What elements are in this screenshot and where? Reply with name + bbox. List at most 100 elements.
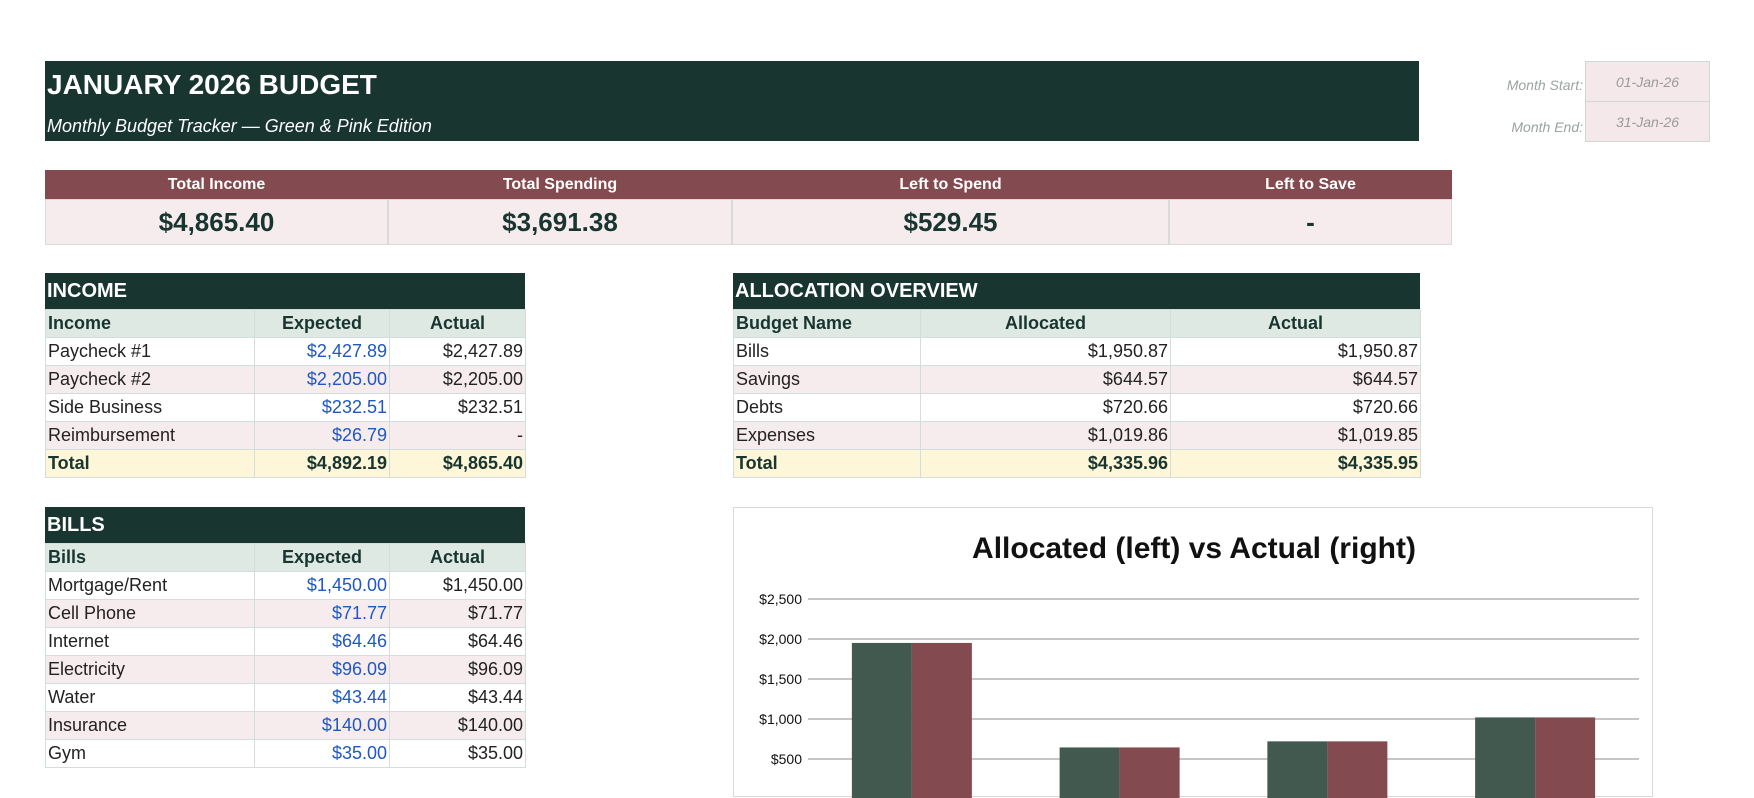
table-cell[interactable]: Cell Phone [45,599,255,628]
column-header: Actual [389,543,526,572]
table-cell[interactable]: - [389,421,526,450]
income-section: INCOME Income Expected Actual Paycheck #… [45,273,526,478]
table-cell[interactable]: $4,335.95 [1170,449,1421,478]
table-cell[interactable]: $64.46 [389,627,526,656]
y-tick-label: $500 [771,751,802,767]
summary-value[interactable]: $3,691.38 [388,199,732,245]
summary-left-to-save: Left to Save - [1169,170,1452,245]
y-tick-label: $2,000 [759,631,802,647]
month-start-label: Month Start: [1506,77,1583,93]
table-cell[interactable]: $4,892.19 [254,449,390,478]
table-cell[interactable]: $43.44 [389,683,526,712]
bar-debts-allocated[interactable] [1267,741,1328,798]
table-cell[interactable]: Paycheck #1 [45,337,255,366]
table-cell[interactable]: $43.44 [254,683,390,712]
table-cell[interactable]: $4,865.40 [389,449,526,478]
bar-bills-allocated[interactable] [851,642,912,798]
table-cell[interactable]: Side Business [45,393,255,422]
column-header: Expected [254,543,390,572]
table-cell[interactable]: Reimbursement [45,421,255,450]
total-row: Total $4,892.19 $4,865.40 [45,449,526,478]
table-cell[interactable]: $71.77 [389,599,526,628]
table-cell[interactable]: $644.57 [920,365,1171,394]
table-row: Gym $35.00 $35.00 [45,739,526,768]
table-cell[interactable]: Expenses [733,421,921,450]
summary-value[interactable]: $529.45 [732,199,1169,245]
table-cell[interactable]: Total [733,449,921,478]
table-row: Savings $644.57 $644.57 [733,365,1421,394]
table-cell[interactable]: $35.00 [254,739,390,768]
summary-label: Total Income [45,170,388,199]
table-cell[interactable]: Gym [45,739,255,768]
column-header: Bills [45,543,255,572]
table-cell[interactable]: $2,205.00 [389,365,526,394]
table-cell[interactable]: $96.09 [254,655,390,684]
summary-label: Total Spending [388,170,732,199]
table-cell[interactable]: $1,950.87 [1170,337,1421,366]
bar-bills-actual[interactable] [911,642,972,798]
table-cell[interactable]: $2,205.00 [254,365,390,394]
table-cell[interactable]: Bills [733,337,921,366]
month-end-cell[interactable]: 31-Jan-26 [1585,101,1710,142]
summary-left-to-spend: Left to Spend $529.45 [732,170,1169,245]
table-cell[interactable]: $2,427.89 [254,337,390,366]
bills-title: BILLS [45,507,525,543]
page-title: JANUARY 2026 BUDGET [47,69,377,100]
table-cell[interactable]: $96.09 [389,655,526,684]
table-cell[interactable]: $26.79 [254,421,390,450]
bar-savings-actual[interactable] [1119,747,1180,798]
month-start-cell[interactable]: 01-Jan-26 [1585,61,1710,102]
bills-section: BILLS Bills Expected Actual Mortgage/Ren… [45,507,526,768]
table-row: Paycheck #1 $2,427.89 $2,427.89 [45,337,526,366]
y-tick-label: $1,000 [759,711,802,727]
chart-title: Allocated (left) vs Actual (right) [972,532,1416,565]
table-row: Electricity $96.09 $96.09 [45,655,526,684]
table-cell[interactable]: $1,019.85 [1170,421,1421,450]
table-cell[interactable]: $1,450.00 [254,571,390,600]
table-cell[interactable]: $140.00 [389,711,526,740]
table-cell[interactable]: $2,427.89 [389,337,526,366]
table-cell[interactable]: $644.57 [1170,365,1421,394]
table-cell[interactable]: Total [45,449,255,478]
summary-value[interactable]: $4,865.40 [45,199,388,245]
table-cell[interactable]: $232.51 [254,393,390,422]
table-cell[interactable]: Insurance [45,711,255,740]
table-cell[interactable]: $140.00 [254,711,390,740]
table-cell[interactable]: Water [45,683,255,712]
table-cell[interactable]: Debts [733,393,921,422]
bar-expenses-actual[interactable] [1535,717,1596,798]
table-row: Insurance $140.00 $140.00 [45,711,526,740]
summary-value[interactable]: - [1169,199,1452,245]
table-cell[interactable]: $720.66 [920,393,1171,422]
table-cell[interactable]: Mortgage/Rent [45,571,255,600]
column-header: Actual [389,309,526,338]
table-cell[interactable]: $1,450.00 [389,571,526,600]
table-cell[interactable]: Savings [733,365,921,394]
summary-total-spending: Total Spending $3,691.38 [388,170,732,245]
summary-total-income: Total Income $4,865.40 [45,170,388,245]
bar-expenses-allocated[interactable] [1475,717,1536,798]
bar-savings-allocated[interactable] [1059,747,1120,798]
table-header-row: Budget Name Allocated Actual [733,309,1421,338]
table-cell[interactable]: $35.00 [389,739,526,768]
table-cell[interactable]: $4,335.96 [920,449,1171,478]
table-header-row: Bills Expected Actual [45,543,526,572]
income-table: Income Expected Actual Paycheck #1 $2,42… [45,309,526,478]
allocation-section: ALLOCATION OVERVIEW Budget Name Allocate… [733,273,1421,478]
summary-panel: Total Income $4,865.40 Total Spending $3… [45,170,1452,245]
column-header: Allocated [920,309,1171,338]
allocation-chart[interactable]: Allocated (left) vs Actual (right) $500 $… [733,507,1653,798]
bar-debts-actual[interactable] [1327,741,1388,798]
table-row: Cell Phone $71.77 $71.77 [45,599,526,628]
table-cell[interactable]: Paycheck #2 [45,365,255,394]
table-cell[interactable]: $720.66 [1170,393,1421,422]
table-cell[interactable]: $232.51 [389,393,526,422]
table-cell[interactable]: Electricity [45,655,255,684]
column-header: Income [45,309,255,338]
allocation-table: Budget Name Allocated Actual Bills $1,95… [733,309,1421,478]
table-cell[interactable]: $64.46 [254,627,390,656]
table-cell[interactable]: $71.77 [254,599,390,628]
table-cell[interactable]: Internet [45,627,255,656]
table-cell[interactable]: $1,950.87 [920,337,1171,366]
table-cell[interactable]: $1,019.86 [920,421,1171,450]
